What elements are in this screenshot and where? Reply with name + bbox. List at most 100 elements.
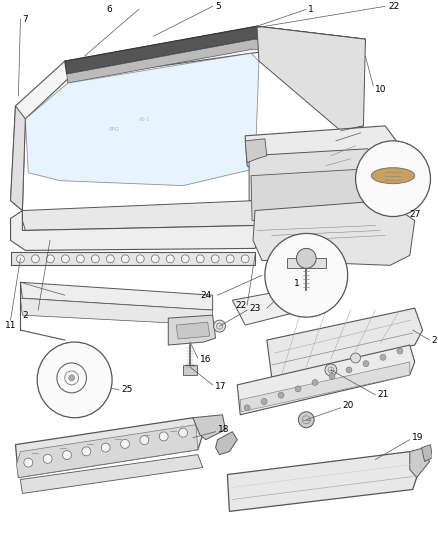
Text: 2: 2: [431, 336, 437, 344]
Polygon shape: [422, 445, 432, 462]
Circle shape: [278, 392, 284, 398]
Polygon shape: [11, 26, 365, 211]
Text: 21: 21: [377, 390, 389, 399]
Text: 2: 2: [22, 311, 28, 320]
Polygon shape: [253, 200, 415, 265]
Circle shape: [295, 386, 301, 392]
Circle shape: [261, 399, 267, 405]
Polygon shape: [193, 415, 226, 440]
Circle shape: [32, 255, 39, 263]
Polygon shape: [267, 308, 423, 378]
Text: 5: 5: [215, 2, 221, 11]
Circle shape: [298, 412, 314, 427]
Circle shape: [92, 255, 99, 263]
Text: 22: 22: [388, 2, 399, 11]
Text: 20: 20: [343, 401, 354, 410]
Circle shape: [351, 353, 360, 363]
Polygon shape: [249, 149, 400, 200]
Circle shape: [226, 255, 234, 263]
Circle shape: [37, 342, 112, 418]
Circle shape: [101, 443, 110, 452]
Circle shape: [120, 439, 130, 448]
Text: 24: 24: [201, 290, 212, 300]
Circle shape: [346, 367, 352, 373]
Circle shape: [265, 233, 348, 317]
Text: PPG: PPG: [109, 127, 120, 132]
Text: 22: 22: [235, 301, 247, 310]
Polygon shape: [17, 425, 198, 478]
Circle shape: [380, 354, 386, 360]
Circle shape: [140, 435, 149, 445]
Polygon shape: [410, 448, 430, 478]
Polygon shape: [22, 200, 259, 230]
Circle shape: [76, 255, 84, 263]
Polygon shape: [227, 451, 420, 511]
Text: 27: 27: [410, 210, 421, 219]
Circle shape: [181, 255, 189, 263]
Polygon shape: [240, 362, 410, 412]
Text: 17: 17: [215, 382, 226, 391]
Polygon shape: [245, 126, 400, 185]
Ellipse shape: [371, 168, 415, 184]
Polygon shape: [168, 315, 215, 345]
Text: 23: 23: [249, 304, 261, 313]
Circle shape: [69, 375, 74, 381]
Circle shape: [82, 447, 91, 456]
Polygon shape: [251, 169, 400, 221]
Circle shape: [63, 450, 71, 459]
Polygon shape: [286, 259, 326, 268]
Polygon shape: [11, 253, 255, 265]
Circle shape: [136, 255, 144, 263]
Circle shape: [106, 255, 114, 263]
Text: 6: 6: [106, 5, 112, 14]
Circle shape: [179, 428, 187, 437]
Circle shape: [241, 255, 249, 263]
Circle shape: [329, 373, 335, 379]
Circle shape: [61, 255, 69, 263]
Circle shape: [312, 379, 318, 385]
Circle shape: [196, 255, 204, 263]
Circle shape: [325, 364, 337, 376]
Circle shape: [356, 141, 431, 216]
Circle shape: [363, 361, 369, 367]
Circle shape: [297, 248, 316, 268]
Circle shape: [211, 255, 219, 263]
Polygon shape: [67, 39, 364, 83]
Text: 7: 7: [22, 15, 28, 24]
Circle shape: [159, 432, 168, 441]
Circle shape: [151, 255, 159, 263]
Polygon shape: [15, 418, 203, 478]
Polygon shape: [215, 432, 237, 455]
Circle shape: [166, 255, 174, 263]
Polygon shape: [245, 139, 267, 163]
Text: 1: 1: [308, 5, 314, 14]
Polygon shape: [21, 298, 212, 325]
Text: 10: 10: [375, 85, 387, 93]
Circle shape: [24, 458, 33, 467]
Polygon shape: [237, 345, 415, 415]
Circle shape: [43, 454, 52, 463]
Circle shape: [17, 255, 25, 263]
Text: 11: 11: [5, 321, 16, 329]
Circle shape: [46, 255, 54, 263]
Polygon shape: [11, 106, 25, 211]
Circle shape: [397, 348, 403, 354]
Text: 18: 18: [218, 425, 229, 434]
Text: 25: 25: [121, 385, 132, 394]
Polygon shape: [25, 53, 259, 185]
Polygon shape: [257, 26, 365, 131]
Text: AS-1: AS-1: [139, 117, 150, 122]
Text: 1: 1: [293, 279, 299, 288]
Polygon shape: [232, 288, 304, 325]
Polygon shape: [21, 455, 203, 494]
Polygon shape: [176, 322, 210, 339]
Text: 16: 16: [200, 356, 211, 365]
Polygon shape: [11, 211, 259, 251]
Circle shape: [214, 320, 226, 332]
Polygon shape: [183, 365, 197, 375]
Polygon shape: [21, 282, 212, 310]
Text: 19: 19: [412, 433, 423, 442]
Circle shape: [121, 255, 129, 263]
Circle shape: [244, 405, 250, 411]
Polygon shape: [65, 26, 365, 74]
